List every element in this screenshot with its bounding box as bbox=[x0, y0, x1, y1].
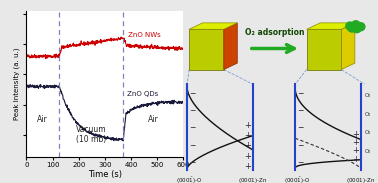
Text: +: + bbox=[352, 155, 359, 164]
Text: Air: Air bbox=[37, 115, 48, 124]
Text: O₂: O₂ bbox=[364, 149, 371, 154]
Text: Vacuum
(10 mb): Vacuum (10 mb) bbox=[76, 125, 107, 144]
Polygon shape bbox=[224, 23, 237, 70]
Text: O₂: O₂ bbox=[364, 130, 371, 135]
Text: $(000\bar{1})$-O: $(000\bar{1})$-O bbox=[176, 176, 202, 183]
Text: +: + bbox=[245, 162, 251, 171]
Text: +: + bbox=[352, 146, 359, 155]
Polygon shape bbox=[189, 23, 237, 29]
Text: O₂: O₂ bbox=[364, 93, 371, 98]
Text: −: − bbox=[189, 89, 195, 98]
Polygon shape bbox=[341, 23, 355, 70]
Text: O₂ adsorption: O₂ adsorption bbox=[245, 28, 305, 37]
Text: Air: Air bbox=[148, 115, 159, 124]
Circle shape bbox=[348, 24, 356, 32]
Text: −: − bbox=[189, 158, 195, 167]
Text: −: − bbox=[189, 124, 195, 133]
Polygon shape bbox=[307, 23, 355, 29]
Text: −: − bbox=[297, 141, 303, 150]
Circle shape bbox=[352, 21, 360, 29]
Text: $(000\bar{1})$-O: $(000\bar{1})$-O bbox=[284, 176, 310, 183]
Text: ZnO NWs: ZnO NWs bbox=[129, 32, 161, 38]
Polygon shape bbox=[307, 29, 341, 70]
Text: −: − bbox=[297, 124, 303, 133]
Text: +: + bbox=[245, 152, 251, 161]
Polygon shape bbox=[189, 29, 224, 70]
Text: +: + bbox=[245, 131, 251, 140]
X-axis label: Time (s): Time (s) bbox=[88, 170, 122, 179]
Text: ZnO QDs: ZnO QDs bbox=[127, 91, 158, 97]
Text: −: − bbox=[189, 141, 195, 150]
Text: O₂: O₂ bbox=[364, 112, 371, 117]
Circle shape bbox=[356, 23, 365, 31]
Circle shape bbox=[353, 25, 361, 33]
Text: +: + bbox=[245, 141, 251, 150]
Text: −: − bbox=[189, 106, 195, 115]
Text: −: − bbox=[297, 106, 303, 115]
Text: +: + bbox=[352, 130, 359, 139]
Text: $(0001)$-Zn: $(0001)$-Zn bbox=[346, 176, 375, 183]
Text: $(0001)$-Zn: $(0001)$-Zn bbox=[238, 176, 267, 183]
Text: +: + bbox=[352, 138, 359, 147]
Text: +: + bbox=[245, 121, 251, 130]
Text: −: − bbox=[297, 89, 303, 98]
Circle shape bbox=[346, 22, 354, 30]
Y-axis label: Peak Intensity (a. u.): Peak Intensity (a. u.) bbox=[13, 48, 20, 120]
Text: −: − bbox=[297, 158, 303, 167]
